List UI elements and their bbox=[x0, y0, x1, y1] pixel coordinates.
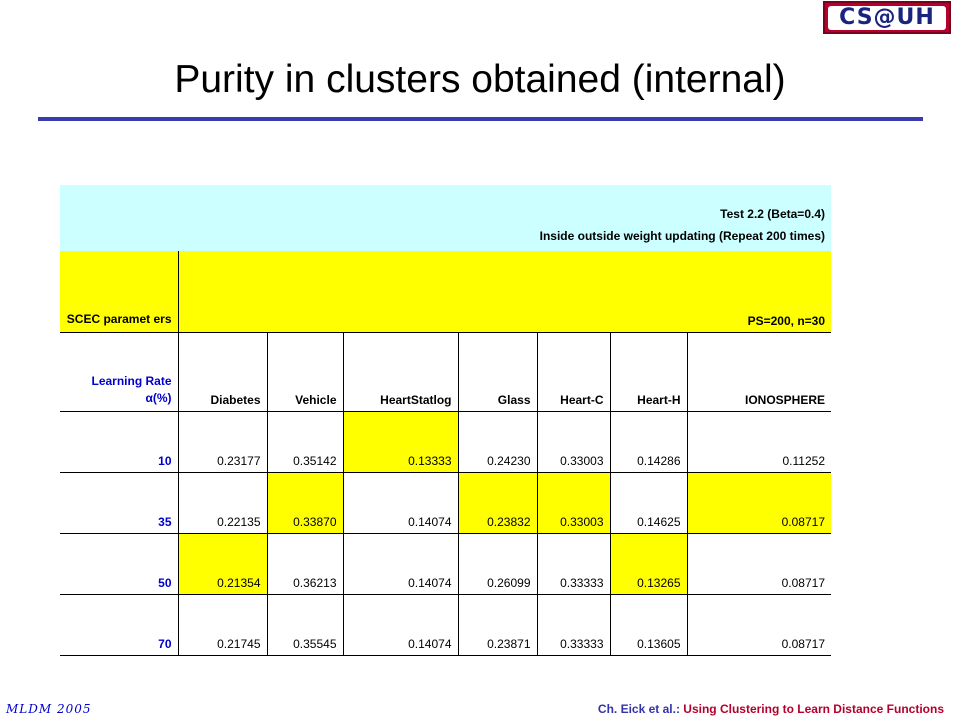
value-cell: 0.33003 bbox=[536, 411, 610, 473]
footer-citation: Ch. Eick et al.: Using Clustering to Lea… bbox=[598, 702, 944, 716]
value-cell: 0.24230 bbox=[457, 411, 537, 473]
column-header: Diabetes bbox=[177, 332, 267, 412]
test-label: Test 2.2 (Beta=0.4) bbox=[720, 207, 825, 221]
scec-parameters-label: SCEC paramet ers bbox=[60, 251, 178, 333]
table-row: 35 0.22135 0.33870 0.14074 0.23832 0.330… bbox=[60, 472, 831, 534]
column-header: Heart-H bbox=[609, 332, 687, 412]
value-cell: 0.23177 bbox=[177, 411, 267, 473]
value-cell: 0.33333 bbox=[536, 594, 610, 656]
column-header: IONOSPHERE bbox=[686, 332, 831, 412]
learning-rate-label: Learning Rate bbox=[91, 374, 172, 388]
slide-title: Purity in clusters obtained (internal) bbox=[174, 58, 786, 101]
test-header-cell: Test 2.2 (Beta=0.4) Inside outside weigh… bbox=[60, 185, 831, 251]
test-description: Inside outside weight updating (Repeat 2… bbox=[539, 229, 825, 243]
column-header: Glass bbox=[457, 332, 537, 412]
learning-rate-header: Learning Rate α(%) bbox=[60, 332, 178, 412]
value-cell-highlighted: 0.13333 bbox=[342, 411, 458, 473]
column-header: Vehicle bbox=[266, 332, 343, 412]
cs-uh-logo: CS@UH bbox=[823, 1, 951, 34]
value-cell: 0.13605 bbox=[609, 594, 687, 656]
value-cell: 0.14074 bbox=[342, 594, 458, 656]
footer-author: Ch. Eick et al. bbox=[597, 702, 676, 716]
footer-separator: : bbox=[675, 702, 684, 716]
value-cell: 0.35545 bbox=[266, 594, 343, 656]
value-cell: 0.14286 bbox=[609, 411, 687, 473]
value-cell: 0.21745 bbox=[177, 594, 267, 656]
footer-conference: MLDM 2005 bbox=[6, 702, 92, 716]
rate-cell: 10 bbox=[60, 411, 178, 473]
value-cell-highlighted: 0.33003 bbox=[536, 472, 610, 534]
value-cell: 0.14074 bbox=[342, 472, 458, 534]
rate-cell: 70 bbox=[60, 594, 178, 656]
value-cell: 0.33333 bbox=[536, 533, 610, 595]
value-cell-highlighted: 0.23832 bbox=[457, 472, 537, 534]
logo-text: CS@UH bbox=[828, 5, 946, 30]
value-cell: 0.08717 bbox=[686, 594, 831, 656]
footer-topic: Using Clustering to Learn Distance Funct… bbox=[683, 702, 944, 716]
title-underline bbox=[38, 117, 923, 121]
rate-cell: 50 bbox=[60, 533, 178, 595]
value-cell-highlighted: 0.21354 bbox=[177, 533, 267, 595]
column-header: Heart-C bbox=[536, 332, 610, 412]
ps-label: PS=200, n=30 bbox=[177, 251, 831, 333]
value-cell-highlighted: 0.33870 bbox=[266, 472, 343, 534]
value-cell: 0.35142 bbox=[266, 411, 343, 473]
value-cell: 0.23871 bbox=[457, 594, 537, 656]
value-cell: 0.22135 bbox=[177, 472, 267, 534]
value-cell: 0.08717 bbox=[686, 533, 831, 595]
table-row: 10 0.23177 0.35142 0.13333 0.24230 0.330… bbox=[60, 411, 831, 473]
value-cell: 0.26099 bbox=[457, 533, 537, 595]
value-cell-highlighted: 0.13265 bbox=[609, 533, 687, 595]
purity-table: Test 2.2 (Beta=0.4) Inside outside weigh… bbox=[60, 185, 831, 656]
value-cell: 0.14074 bbox=[342, 533, 458, 595]
value-cell: 0.11252 bbox=[686, 411, 831, 473]
alpha-label: α(%) bbox=[145, 391, 172, 405]
rate-cell: 35 bbox=[60, 472, 178, 534]
value-cell: 0.36213 bbox=[266, 533, 343, 595]
value-cell-highlighted: 0.08717 bbox=[686, 472, 831, 534]
table-row: 70 0.21745 0.35545 0.14074 0.23871 0.333… bbox=[60, 594, 831, 656]
value-cell: 0.14625 bbox=[609, 472, 687, 534]
column-header: HeartStatlog bbox=[342, 332, 458, 412]
table-row: 50 0.21354 0.36213 0.14074 0.26099 0.333… bbox=[60, 533, 831, 595]
